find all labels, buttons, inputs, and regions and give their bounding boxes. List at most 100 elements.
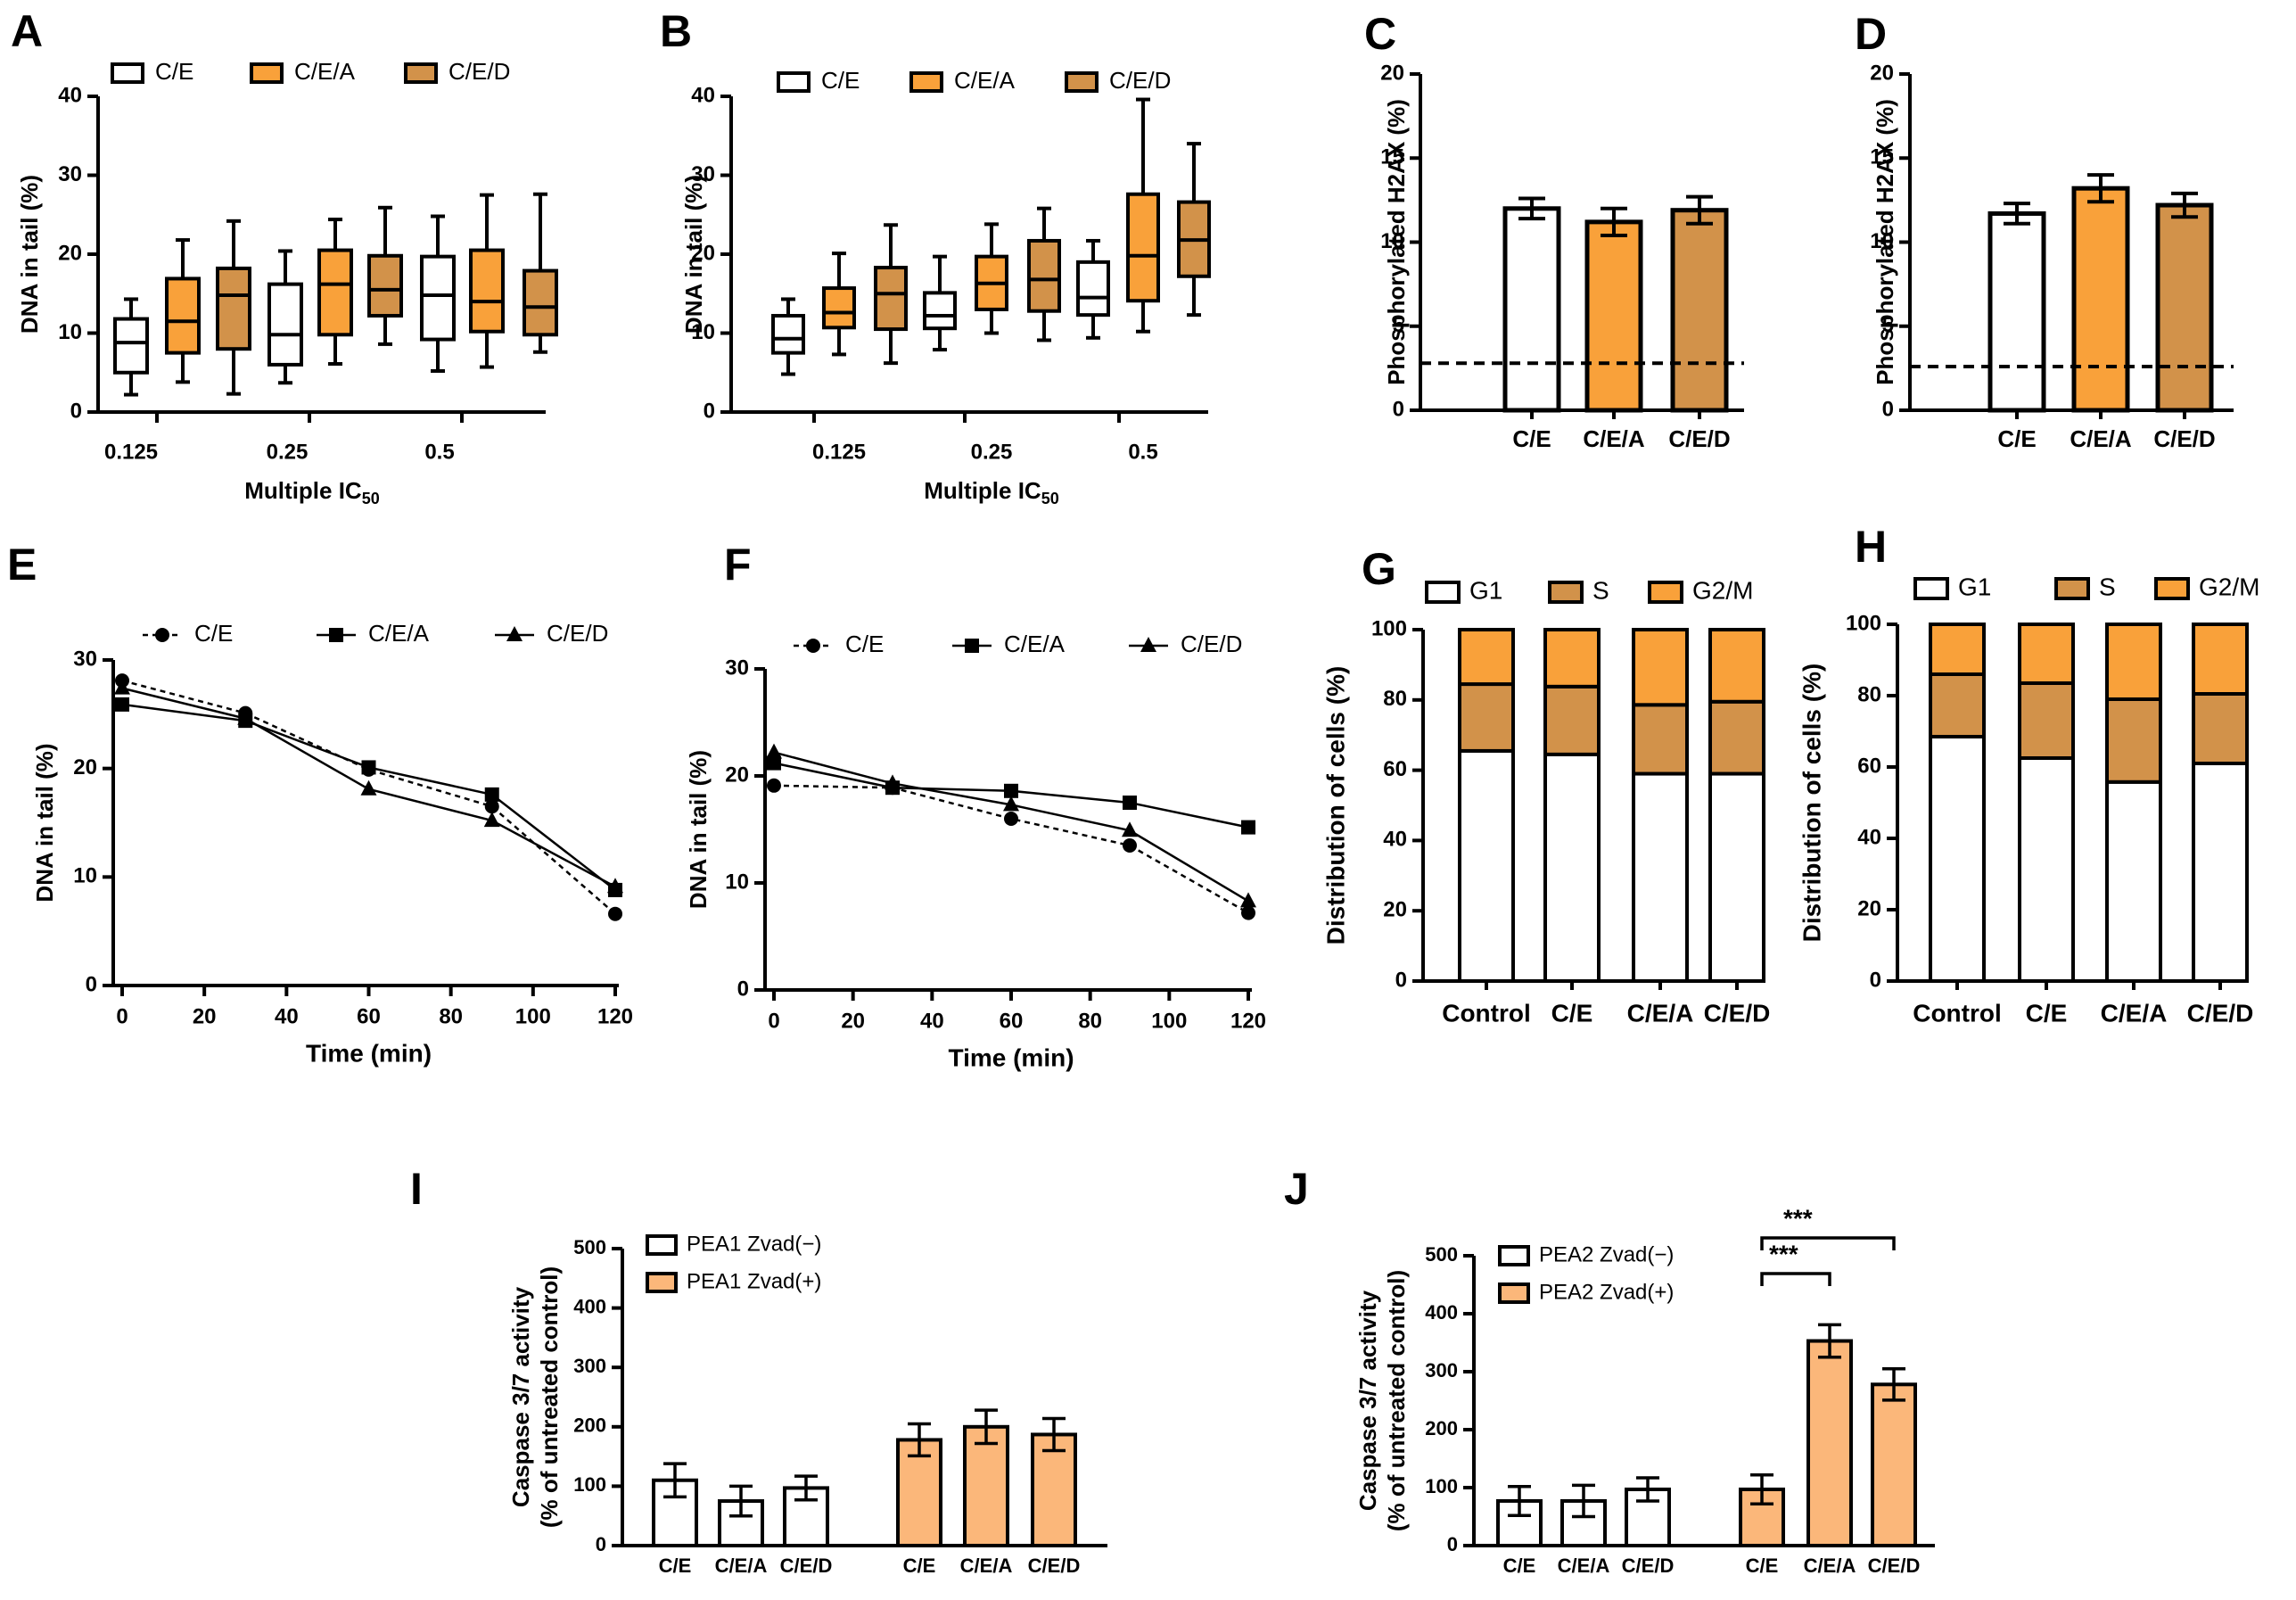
box xyxy=(317,248,353,337)
marker-triangle xyxy=(607,878,623,894)
marker-circle xyxy=(806,639,820,653)
y-tick-label: 80 xyxy=(1857,682,1881,706)
significance-label: *** xyxy=(1769,1240,1798,1267)
y-tick-label: 15 xyxy=(1380,145,1404,169)
significance-bracket xyxy=(1760,1272,1831,1286)
x-tick-label: 0.25 xyxy=(267,440,309,464)
y-axis-title: DNA in tail (%) xyxy=(31,743,58,902)
legend-swatch xyxy=(646,1234,678,1256)
stack-segment xyxy=(1632,771,1689,983)
stack-segment xyxy=(1632,628,1689,707)
y-tick-label: 400 xyxy=(573,1295,606,1317)
y-tick-label: 100 xyxy=(1846,611,1881,635)
y-tick-label: 40 xyxy=(58,83,82,107)
x-tick-label: 0.25 xyxy=(971,440,1013,464)
panel-I: I 0 100 200 300 400 500 Caspase 3/7 activity (% … xyxy=(410,1164,1107,1577)
x-tick-label: 0.5 xyxy=(1128,440,1157,464)
y-axis-title: DNA in tail (%) xyxy=(16,175,43,334)
x-tick-label: C/E/D xyxy=(1668,425,1730,452)
y-tick-label: 40 xyxy=(1857,825,1881,849)
marker-square xyxy=(115,697,129,712)
y-tick-label: 500 xyxy=(573,1236,606,1258)
x-tick-label: 100 xyxy=(515,1004,551,1028)
x-axis-title-subscript: 50 xyxy=(362,490,380,507)
x-axis-title: Time (min) xyxy=(948,1043,1074,1071)
series-line xyxy=(121,703,616,891)
panel-G: G 0 20 40 60 80 100 Distribution of cells (%) Co… xyxy=(1321,544,1770,1027)
box xyxy=(267,282,303,367)
marker-triangle xyxy=(360,779,377,796)
stack-segment xyxy=(2105,623,2162,701)
panel-H: H 0 20 40 60 80 100 Distribution of cells (%) Co… xyxy=(1798,522,2259,1027)
legend-swatch xyxy=(1065,71,1099,93)
legend-swatch xyxy=(1498,1245,1530,1266)
y-tick-label: 15 xyxy=(1870,145,1894,169)
x-tick-label: 20 xyxy=(193,1004,217,1028)
y-tick-label: 0 xyxy=(1447,1533,1458,1555)
y-tick-label: 20 xyxy=(1383,898,1407,922)
legend-label: C/E xyxy=(821,67,860,94)
legend-label: S xyxy=(2099,573,2116,600)
marker-circle xyxy=(484,799,499,814)
y-tick-label: 300 xyxy=(1425,1359,1458,1381)
x-tick-label: C/E/A xyxy=(1627,999,1694,1027)
stack-segment xyxy=(2192,623,2249,696)
y-axis-title: DNA in tail (%) xyxy=(680,175,707,334)
y-axis-title: Distribution of cells (%) xyxy=(1798,664,1825,943)
x-tick-label: C/E/D xyxy=(2187,999,2254,1027)
significance-bracket xyxy=(1760,1236,1896,1250)
y-tick-label: 100 xyxy=(573,1473,606,1496)
y-tick-label: 60 xyxy=(1383,757,1407,781)
y-tick-label: 20 xyxy=(73,755,97,779)
stack-segment xyxy=(1543,628,1601,689)
y-tick-label: 5 xyxy=(1393,313,1404,337)
stack-segment xyxy=(1929,672,1986,738)
panel-D: D 0 5 10 15 20 Phosphorylated H2AX (%) C/E C/E/A… xyxy=(1855,9,2234,452)
stack-segment xyxy=(2192,692,2249,765)
box xyxy=(771,314,805,355)
y-tick-label: 20 xyxy=(1857,896,1881,920)
marker-circle xyxy=(1123,838,1137,853)
marker-triangle xyxy=(885,774,901,790)
y-tick-label: 20 xyxy=(691,241,715,265)
bar xyxy=(1871,1382,1917,1548)
box xyxy=(923,291,957,331)
legend-swatch xyxy=(1425,581,1461,604)
x-tick-label: Control xyxy=(1442,999,1531,1027)
y-axis-title-secondary: (% of untreated control) xyxy=(536,1266,563,1528)
panel-J: J 0 100 200 300 400 500 Caspase 3/7 activity (% … xyxy=(1284,1164,1935,1577)
stack-segment xyxy=(1708,771,1765,983)
y-tick-label: 200 xyxy=(573,1414,606,1437)
x-tick-label: 0 xyxy=(116,1004,128,1028)
x-tick-label: C/E xyxy=(1503,1555,1536,1577)
legend-swatch xyxy=(2154,577,2190,600)
x-tick-label: 80 xyxy=(1078,1009,1102,1033)
marker-circle xyxy=(1004,812,1018,826)
legend-label: G1 xyxy=(1469,576,1502,604)
y-tick-label: 20 xyxy=(58,241,82,265)
y-tick-label: 0 xyxy=(737,977,749,1001)
x-tick-label: C/E/D xyxy=(780,1555,833,1577)
box xyxy=(523,268,558,337)
stack-segment xyxy=(1458,748,1515,983)
y-axis-title: Distribution of cells (%) xyxy=(1321,666,1349,945)
stack-segment xyxy=(2018,756,2075,983)
x-axis-title: Multiple IC50 xyxy=(244,477,379,507)
x-tick-label: C/E/A xyxy=(715,1555,768,1577)
y-axis-title-secondary: (% of untreated control) xyxy=(1383,1270,1410,1531)
x-tick-label: 0 xyxy=(768,1009,779,1033)
x-tick-label: C/E/A xyxy=(960,1555,1013,1577)
box xyxy=(469,248,505,334)
y-tick-label: 100 xyxy=(1371,616,1407,640)
legend-swatch xyxy=(909,71,943,93)
marker-square xyxy=(484,787,499,802)
panel-letter: I xyxy=(410,1164,423,1214)
bar xyxy=(1502,206,1561,413)
bar xyxy=(2155,202,2214,413)
x-tick-label: C/E xyxy=(1551,999,1593,1027)
marker-triangle xyxy=(1003,796,1019,812)
bar xyxy=(1670,208,1729,413)
x-tick-label: 80 xyxy=(439,1004,463,1028)
x-tick-label: 0.5 xyxy=(424,440,454,464)
x-tick-label: C/E/D xyxy=(2153,425,2215,452)
